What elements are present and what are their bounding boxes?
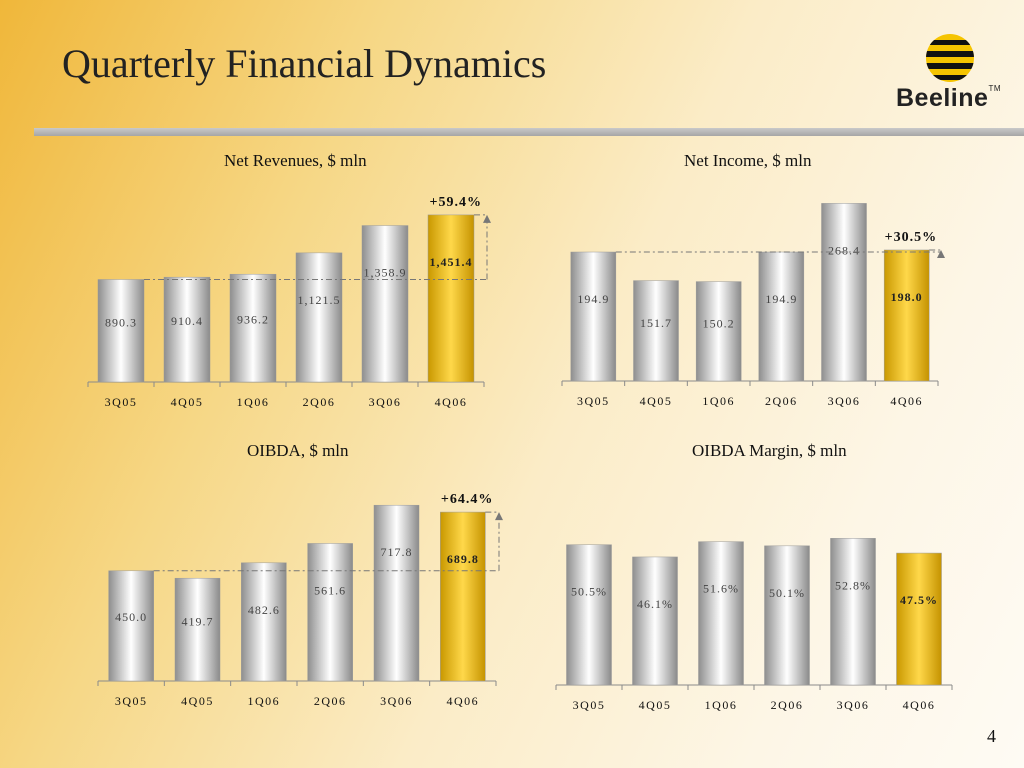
bar-2q06 bbox=[758, 251, 805, 382]
x-tick-label: 3Q05 bbox=[577, 394, 610, 408]
x-tick-label: 4Q06 bbox=[903, 698, 936, 712]
arrow-head bbox=[483, 214, 491, 223]
header-divider bbox=[34, 128, 1024, 136]
bar-3q06 bbox=[821, 203, 867, 382]
data-label: 50.5% bbox=[571, 585, 607, 599]
x-tick-label: 2Q06 bbox=[771, 698, 804, 712]
bar-4q06 bbox=[883, 249, 930, 382]
data-label: 717.8 bbox=[381, 545, 413, 559]
bar-4q05 bbox=[633, 280, 679, 382]
change-label: +30.5% bbox=[885, 230, 937, 245]
x-tick-label: 2Q06 bbox=[765, 394, 798, 408]
x-tick-label: 4Q06 bbox=[446, 694, 479, 708]
x-tick-label: 1Q06 bbox=[705, 698, 738, 712]
data-label: 268.4 bbox=[828, 243, 860, 257]
x-tick-label: 4Q05 bbox=[171, 395, 204, 409]
data-label: 150.2 bbox=[703, 316, 735, 330]
data-label: 561.6 bbox=[314, 583, 346, 597]
data-label: 450.0 bbox=[115, 610, 147, 624]
change-label: +59.4% bbox=[430, 195, 482, 210]
data-label: 51.6% bbox=[703, 582, 739, 596]
bar-1q06 bbox=[695, 281, 742, 382]
bar-2q06 bbox=[764, 545, 810, 686]
bar-2q06 bbox=[307, 543, 353, 682]
x-tick-label: 4Q05 bbox=[639, 698, 672, 712]
x-tick-label: 1Q06 bbox=[237, 395, 270, 409]
x-tick-label: 3Q06 bbox=[380, 694, 413, 708]
x-tick-label: 3Q06 bbox=[837, 698, 870, 712]
chart-title-oibda: OIBDA, $ mln bbox=[247, 441, 349, 460]
data-label: 194.9 bbox=[765, 292, 797, 306]
data-label: 936.2 bbox=[237, 312, 269, 326]
x-tick-label: 1Q06 bbox=[247, 694, 280, 708]
data-label: 47.5% bbox=[900, 593, 938, 607]
data-label: 52.8% bbox=[835, 578, 871, 592]
bar-3q06 bbox=[373, 504, 420, 682]
data-label: 151.7 bbox=[640, 316, 672, 330]
arrow-head bbox=[495, 512, 503, 521]
chart-title-oibda-margin: OIBDA Margin, $ mln bbox=[692, 441, 847, 460]
x-tick-label: 4Q06 bbox=[435, 395, 468, 409]
data-label: 1,121.5 bbox=[298, 293, 341, 307]
x-tick-label: 3Q06 bbox=[369, 395, 402, 409]
arrow-head bbox=[937, 249, 945, 258]
bar-3q06 bbox=[361, 225, 409, 383]
data-label: 910.4 bbox=[171, 314, 203, 328]
bar-3q06 bbox=[830, 538, 876, 686]
bar-3q05 bbox=[108, 570, 154, 682]
data-label: 890.3 bbox=[105, 315, 137, 329]
x-tick-label: 1Q06 bbox=[702, 394, 735, 408]
bar-4q06 bbox=[896, 552, 942, 686]
change-label: +64.4% bbox=[441, 492, 493, 507]
bar-4q05 bbox=[632, 556, 678, 686]
bar-4q05 bbox=[174, 577, 221, 682]
bar-2q06 bbox=[295, 252, 343, 383]
data-label: 50.1% bbox=[769, 586, 805, 600]
data-label: 194.9 bbox=[577, 292, 609, 306]
data-label: 482.6 bbox=[248, 603, 280, 617]
bar-1q06 bbox=[698, 541, 744, 686]
x-tick-label: 4Q05 bbox=[640, 394, 673, 408]
logo-wordmark: BeelineTM bbox=[896, 84, 1001, 112]
page-number: 4 bbox=[987, 726, 996, 746]
bar-4q06 bbox=[440, 511, 486, 682]
page-title: Quarterly Financial Dynamics bbox=[62, 41, 547, 86]
bar-4q06 bbox=[427, 214, 475, 383]
bar-4q05 bbox=[163, 276, 211, 383]
x-tick-label: 2Q06 bbox=[314, 694, 347, 708]
bar-3q05 bbox=[97, 279, 145, 383]
bar-1q06 bbox=[229, 273, 277, 383]
x-tick-label: 3Q05 bbox=[105, 395, 138, 409]
beeline-logo: BeelineTM bbox=[896, 32, 1006, 118]
x-tick-label: 3Q05 bbox=[115, 694, 148, 708]
x-tick-label: 4Q05 bbox=[181, 694, 214, 708]
bar-3q05 bbox=[566, 544, 612, 686]
x-tick-label: 3Q05 bbox=[573, 698, 606, 712]
x-tick-label: 4Q06 bbox=[890, 394, 923, 408]
x-tick-label: 2Q06 bbox=[303, 395, 336, 409]
data-label: 198.0 bbox=[891, 290, 923, 304]
data-label: 1,358.9 bbox=[364, 266, 407, 280]
bar-3q05 bbox=[570, 251, 617, 382]
bee-stripes-icon bbox=[926, 34, 974, 82]
data-label: 419.7 bbox=[182, 614, 214, 628]
chart-title-net-income: Net Income, $ mln bbox=[684, 151, 812, 170]
x-tick-label: 3Q06 bbox=[828, 394, 861, 408]
chart-title-net-revenues: Net Revenues, $ mln bbox=[224, 151, 367, 170]
data-label: 1,451.4 bbox=[430, 255, 473, 269]
bar-1q06 bbox=[241, 562, 287, 682]
data-label: 46.1% bbox=[637, 597, 673, 611]
data-label: 689.8 bbox=[447, 552, 479, 566]
